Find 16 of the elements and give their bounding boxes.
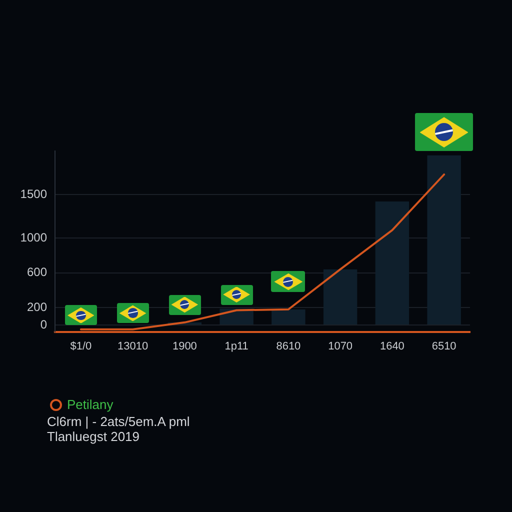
text: Cl6rm | - 2ats/5em.A pml: [47, 414, 190, 429]
y-tick-label: 0: [40, 317, 48, 332]
y-tick-label: 600: [26, 265, 48, 280]
y-tick-label: 200: [26, 300, 48, 314]
y-tick-label: 1000: [20, 230, 48, 244]
x-tick-label: $1/0: [70, 340, 92, 353]
x-tick-label: 8610: [276, 340, 301, 353]
legend-label: Petilany: [67, 397, 114, 412]
text: Tlanluegst 2019: [47, 429, 141, 444]
y-tick-label: 1500: [20, 186, 48, 201]
x-tick-label: 1p11: [224, 340, 248, 353]
x-tick-label: 13010: [118, 340, 148, 353]
x-tick-label: 6510: [432, 340, 456, 353]
x-tick-label: 1900: [172, 340, 197, 353]
x-tick-label: 1070: [328, 340, 353, 353]
x-tick-label: 1640: [380, 340, 404, 353]
